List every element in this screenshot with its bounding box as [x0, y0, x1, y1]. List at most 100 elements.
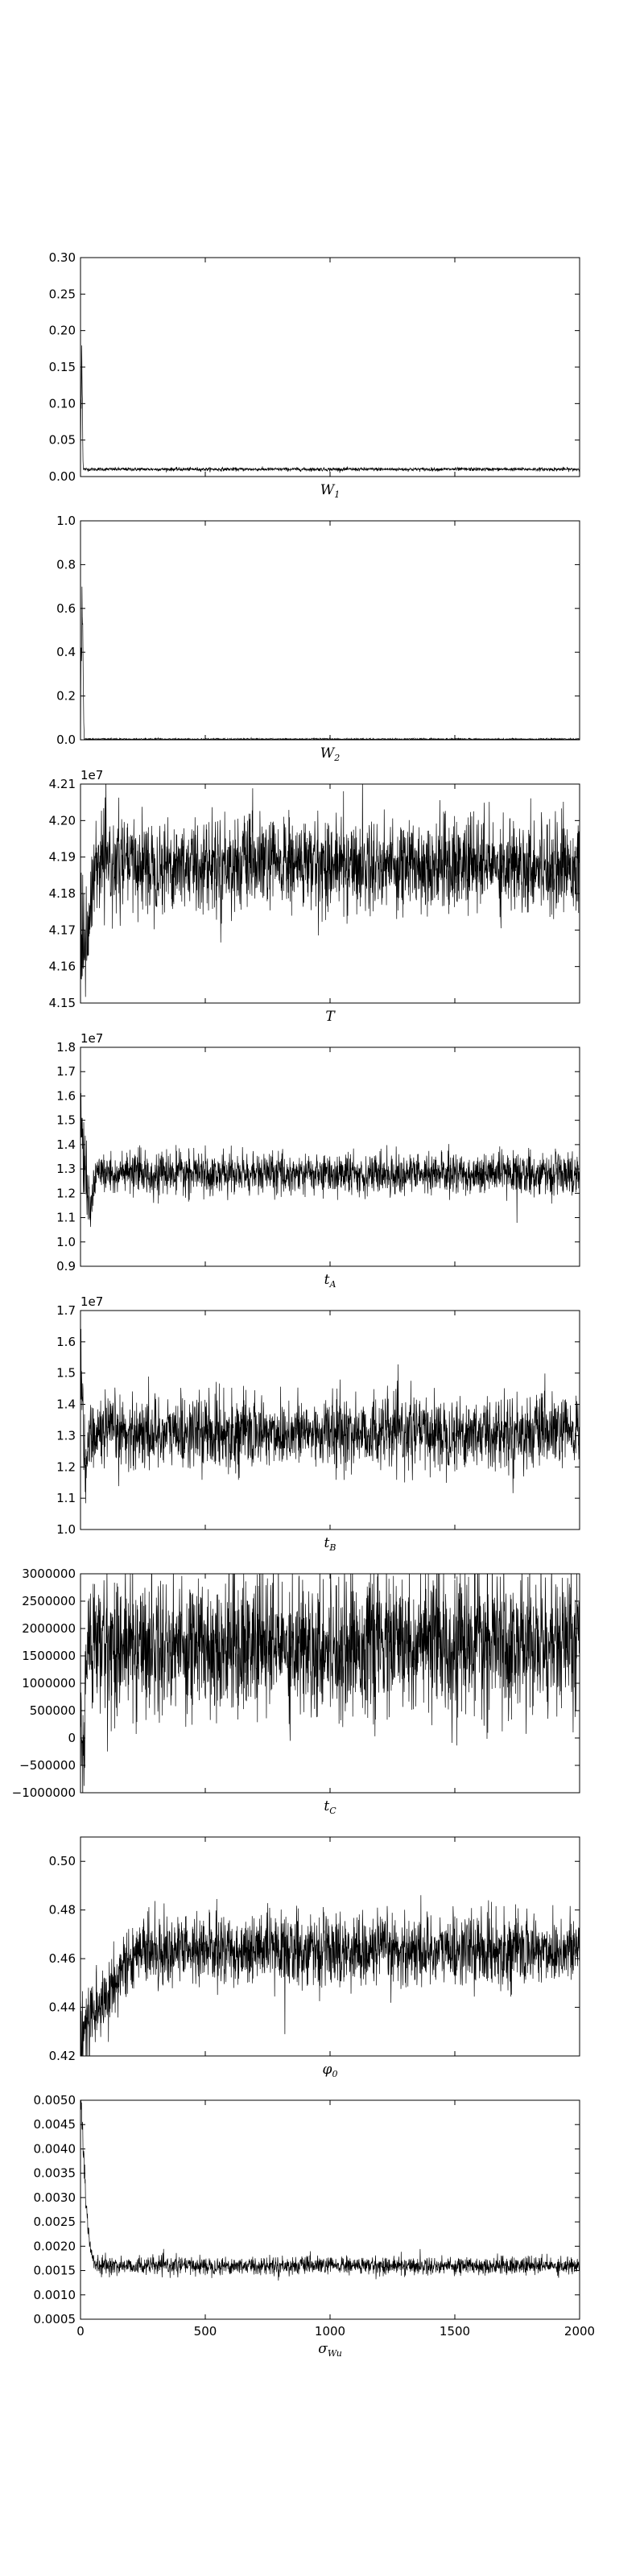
- y-tick-label-W1: 0.05: [49, 433, 76, 448]
- x-axis-label-subscript: B: [328, 1542, 336, 1553]
- y-tick-label-W1: 0.30: [49, 250, 76, 265]
- y-tick-label-W2: 0.6: [56, 601, 76, 616]
- x-axis-label-W1: W1: [320, 482, 340, 500]
- x-axis-label-symbol: T: [325, 1009, 336, 1025]
- y-tick-label-tB: 1.5: [56, 1366, 76, 1381]
- y-tick-label-tC: 3000000: [22, 1567, 76, 1581]
- y-tick-label-tA: 1.0: [56, 1235, 76, 1249]
- x-axis-label-W2: W2: [320, 745, 340, 763]
- x-axis-label-symbol: W: [320, 745, 336, 762]
- y-tick-label-phi0: 0.48: [49, 1903, 76, 1918]
- y-tick-label-tB: 1.2: [56, 1459, 76, 1474]
- y-tick-label-sigmaWu: 0.0040: [34, 2141, 76, 2156]
- x-axis-label-subscript: 0: [332, 2069, 337, 2079]
- x-axis-label-T: T: [325, 1009, 336, 1025]
- y-tick-label-tC: 1500000: [22, 1649, 76, 1663]
- y-tick-label-phi0: 0.46: [49, 1951, 76, 1966]
- trace-line-tB: [80, 1311, 580, 1504]
- y-tick-label-tA: 1.3: [56, 1162, 76, 1176]
- y-tick-label-tB: 1.3: [56, 1428, 76, 1443]
- x-axis-label-sigmaWu: σWu: [318, 2341, 342, 2359]
- x-axis-label-symbol: t: [324, 1535, 330, 1551]
- x-axis-label-phi0: φ0: [323, 2062, 338, 2079]
- x-axis-label-tA: tA: [324, 1272, 336, 1290]
- trace-line-W1: [80, 345, 580, 473]
- y-tick-label-phi0: 0.44: [49, 2000, 76, 2015]
- y-tick-label-tC: 1000000: [22, 1676, 76, 1690]
- x-axis-label-tC: tC: [324, 1798, 336, 1816]
- y-tick-label-sigmaWu: 0.0005: [34, 2312, 76, 2326]
- panel-tA: 0.9 1.0 1.1 1.2 1.3 1.4 1.5 1.6 1.7 1.8 1e7 tA: [56, 1031, 580, 1290]
- y-tick-label-phi0: 0.50: [49, 1854, 76, 1868]
- y-tick-label-sigmaWu: 0.0050: [34, 2093, 76, 2107]
- y-tick-label-W2: 0.8: [56, 557, 76, 572]
- y-tick-label-W1: 0.15: [49, 360, 76, 374]
- y-tick-label-tC: 2500000: [22, 1594, 76, 1608]
- y-tick-label-sigmaWu: 0.0015: [34, 2264, 76, 2278]
- y-tick-label-sigmaWu: 0.0035: [34, 2166, 76, 2181]
- x-axis-label-symbol: t: [324, 1272, 330, 1288]
- y-tick-label-phi0: 0.42: [49, 2049, 76, 2063]
- y-tick-label-sigmaWu: 0.0030: [34, 2190, 76, 2205]
- y-tick-label-tB: 1.7: [56, 1303, 76, 1318]
- x-axis-label-subscript: Wu: [328, 2348, 342, 2359]
- x-axis-label-subscript: 1: [334, 489, 340, 500]
- y-tick-label-tC: 2000000: [22, 1621, 76, 1636]
- y-tick-label-sigmaWu: 0.0025: [34, 2215, 76, 2229]
- y-tick-label-T: 4.20: [49, 813, 76, 828]
- y-tick-label-tA: 1.5: [56, 1113, 76, 1128]
- y-tick-label-T: 4.17: [49, 923, 76, 937]
- y-tick-label-W2: 0.2: [56, 689, 76, 704]
- x-tick-label-sigmaWu: 1000: [315, 2324, 345, 2339]
- offset-label-tB: 1e7: [80, 1294, 103, 1309]
- y-tick-label-tC: −1000000: [12, 1785, 76, 1800]
- y-tick-label-W1: 0.25: [49, 287, 76, 301]
- y-tick-label-tB: 1.6: [56, 1335, 76, 1349]
- axes-frame-sigmaWu: [80, 2099, 580, 2320]
- x-tick-label-sigmaWu: 2000: [564, 2324, 595, 2339]
- panel-tB: 1.0 1.1 1.2 1.3 1.4 1.5 1.6 1.7 1e7 tB: [56, 1294, 580, 1553]
- y-tick-label-tA: 1.2: [56, 1186, 76, 1200]
- trace-line-sigmaWu: [80, 2100, 580, 2281]
- y-tick-label-T: 4.19: [49, 850, 76, 865]
- y-tick-label-T: 4.15: [49, 996, 76, 1010]
- x-tick-label-sigmaWu: 0: [76, 2324, 85, 2339]
- panel-sigmaWu: 0.0005 0.0010 0.0015 0.0020 0.0025 0.0030 0.00…: [34, 2093, 596, 2359]
- y-tick-label-T: 4.21: [49, 777, 76, 791]
- x-axis-label-symbol: t: [324, 1798, 329, 1814]
- x-tick-label-sigmaWu: 1500: [440, 2324, 470, 2339]
- panel-tC: −1000000 −500000 0 500000 1000000 1500000 2000…: [12, 1567, 580, 1816]
- x-axis-label-symbol: W: [320, 482, 336, 498]
- y-tick-label-W2: 0.4: [56, 645, 76, 659]
- offset-label-tA: 1e7: [80, 1031, 103, 1046]
- y-tick-label-T: 4.16: [49, 960, 76, 974]
- y-tick-label-tB: 1.1: [56, 1491, 76, 1505]
- axes-frame-W1: [80, 257, 580, 477]
- panel-W2: 0.0 0.2 0.4 0.6 0.8 1.0 W2: [56, 514, 580, 763]
- y-tick-label-tC: 0: [68, 1731, 76, 1745]
- y-tick-label-tC: 500000: [30, 1703, 76, 1718]
- y-tick-label-W2: 0.0: [56, 733, 76, 747]
- y-tick-label-W2: 1.0: [56, 514, 76, 528]
- y-tick-label-tB: 1.0: [56, 1522, 76, 1537]
- y-tick-label-tA: 1.4: [56, 1137, 76, 1152]
- y-tick-label-W1: 0.20: [49, 324, 76, 338]
- y-tick-label-sigmaWu: 0.0010: [34, 2288, 76, 2302]
- axes-frame-W2: [80, 520, 580, 741]
- y-tick-label-tC: −500000: [19, 1758, 76, 1773]
- x-axis-label-symbol: σ: [318, 2341, 328, 2357]
- y-tick-label-W1: 0.00: [49, 469, 76, 484]
- x-axis-label-tB: tB: [324, 1535, 336, 1553]
- trace-line-tC: [80, 1574, 580, 1793]
- x-axis-label-subscript: 2: [333, 753, 340, 763]
- y-tick-label-tA: 1.7: [56, 1064, 76, 1079]
- y-tick-label-sigmaWu: 0.0020: [34, 2239, 76, 2253]
- y-tick-label-W1: 0.10: [49, 396, 76, 411]
- trace-line-tA: [80, 1092, 580, 1228]
- offset-label-T: 1e7: [80, 768, 103, 782]
- y-tick-label-tA: 1.1: [56, 1211, 76, 1225]
- x-axis-label-symbol: φ: [323, 2062, 332, 2078]
- y-tick-label-tA: 1.6: [56, 1088, 76, 1103]
- y-tick-label-tA: 1.8: [56, 1040, 76, 1055]
